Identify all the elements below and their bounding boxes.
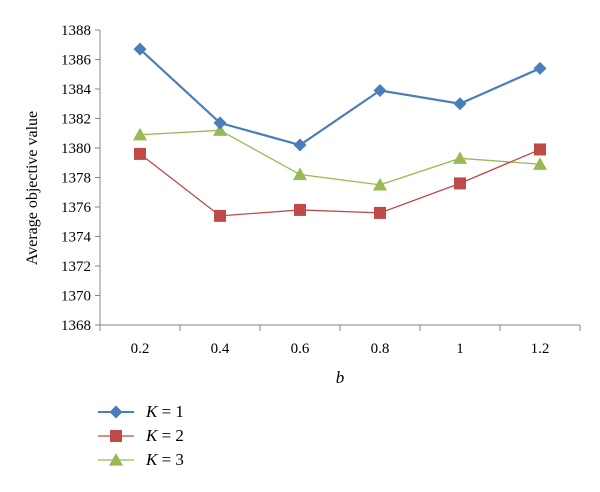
chart-axes <box>99 30 580 326</box>
y-axis-ticks: 1368 1370 1372 1374 1376 1378 1380 1382 1384 1386… <box>61 23 100 334</box>
data-point <box>293 138 307 152</box>
legend-label: K = 2 <box>145 426 184 445</box>
data-point <box>374 206 386 219</box>
x-tick-label: 0.2 <box>131 341 150 357</box>
legend-marker <box>110 430 122 442</box>
data-point <box>453 151 467 164</box>
data-point <box>133 42 147 56</box>
chart-series <box>133 42 547 222</box>
y-tick-label: 1382 <box>61 112 91 128</box>
legend-item: K = 1 <box>98 402 184 421</box>
x-axis-ticks: 0.2 0.4 0.6 0.8 1 1.2 <box>99 325 581 357</box>
y-tick-label: 1378 <box>61 171 91 187</box>
data-point <box>533 157 547 170</box>
y-tick-label: 1370 <box>61 289 91 305</box>
data-point <box>133 127 147 141</box>
data-point <box>373 177 387 191</box>
series-line <box>139 129 541 186</box>
legend-marker <box>109 405 123 419</box>
legend-label: K = 3 <box>145 450 184 469</box>
y-tick-label: 1372 <box>61 259 91 275</box>
series-line <box>139 148 541 217</box>
x-tick-label: 0.8 <box>371 341 390 357</box>
series-3 <box>133 123 547 191</box>
y-axis-label: Average objective value <box>24 111 41 265</box>
x-tick-label: 1.2 <box>531 341 550 357</box>
data-point <box>293 167 307 181</box>
data-point <box>373 83 387 97</box>
data-point <box>134 147 146 160</box>
y-tick-label: 1388 <box>61 23 91 39</box>
chart-legend: K = 1 K = 2 K = 3 <box>98 402 184 469</box>
data-point <box>294 203 306 216</box>
x-tick-label: 0.4 <box>211 341 230 357</box>
data-point <box>454 177 466 190</box>
legend-item: K = 2 <box>98 426 184 445</box>
series-line <box>139 48 541 147</box>
data-point <box>213 123 227 136</box>
y-tick-label: 1386 <box>61 53 92 69</box>
data-point <box>533 61 547 75</box>
y-tick-label: 1380 <box>61 141 91 157</box>
data-point <box>214 209 226 222</box>
legend-label: K = 1 <box>145 402 184 421</box>
data-point <box>213 116 227 130</box>
y-tick-label: 1376 <box>61 200 92 216</box>
x-tick-label: 1 <box>456 341 464 357</box>
x-tick-label: 0.6 <box>291 341 310 357</box>
data-point <box>534 143 546 156</box>
y-tick-label: 1368 <box>61 318 91 334</box>
y-tick-label: 1384 <box>61 82 92 98</box>
legend-item: K = 3 <box>98 450 184 469</box>
x-axis-label: b <box>336 368 345 387</box>
y-tick-label: 1374 <box>61 230 92 246</box>
series-1 <box>133 42 547 152</box>
legend-marker <box>109 453 123 466</box>
data-point <box>453 97 467 111</box>
series-2 <box>134 143 546 222</box>
